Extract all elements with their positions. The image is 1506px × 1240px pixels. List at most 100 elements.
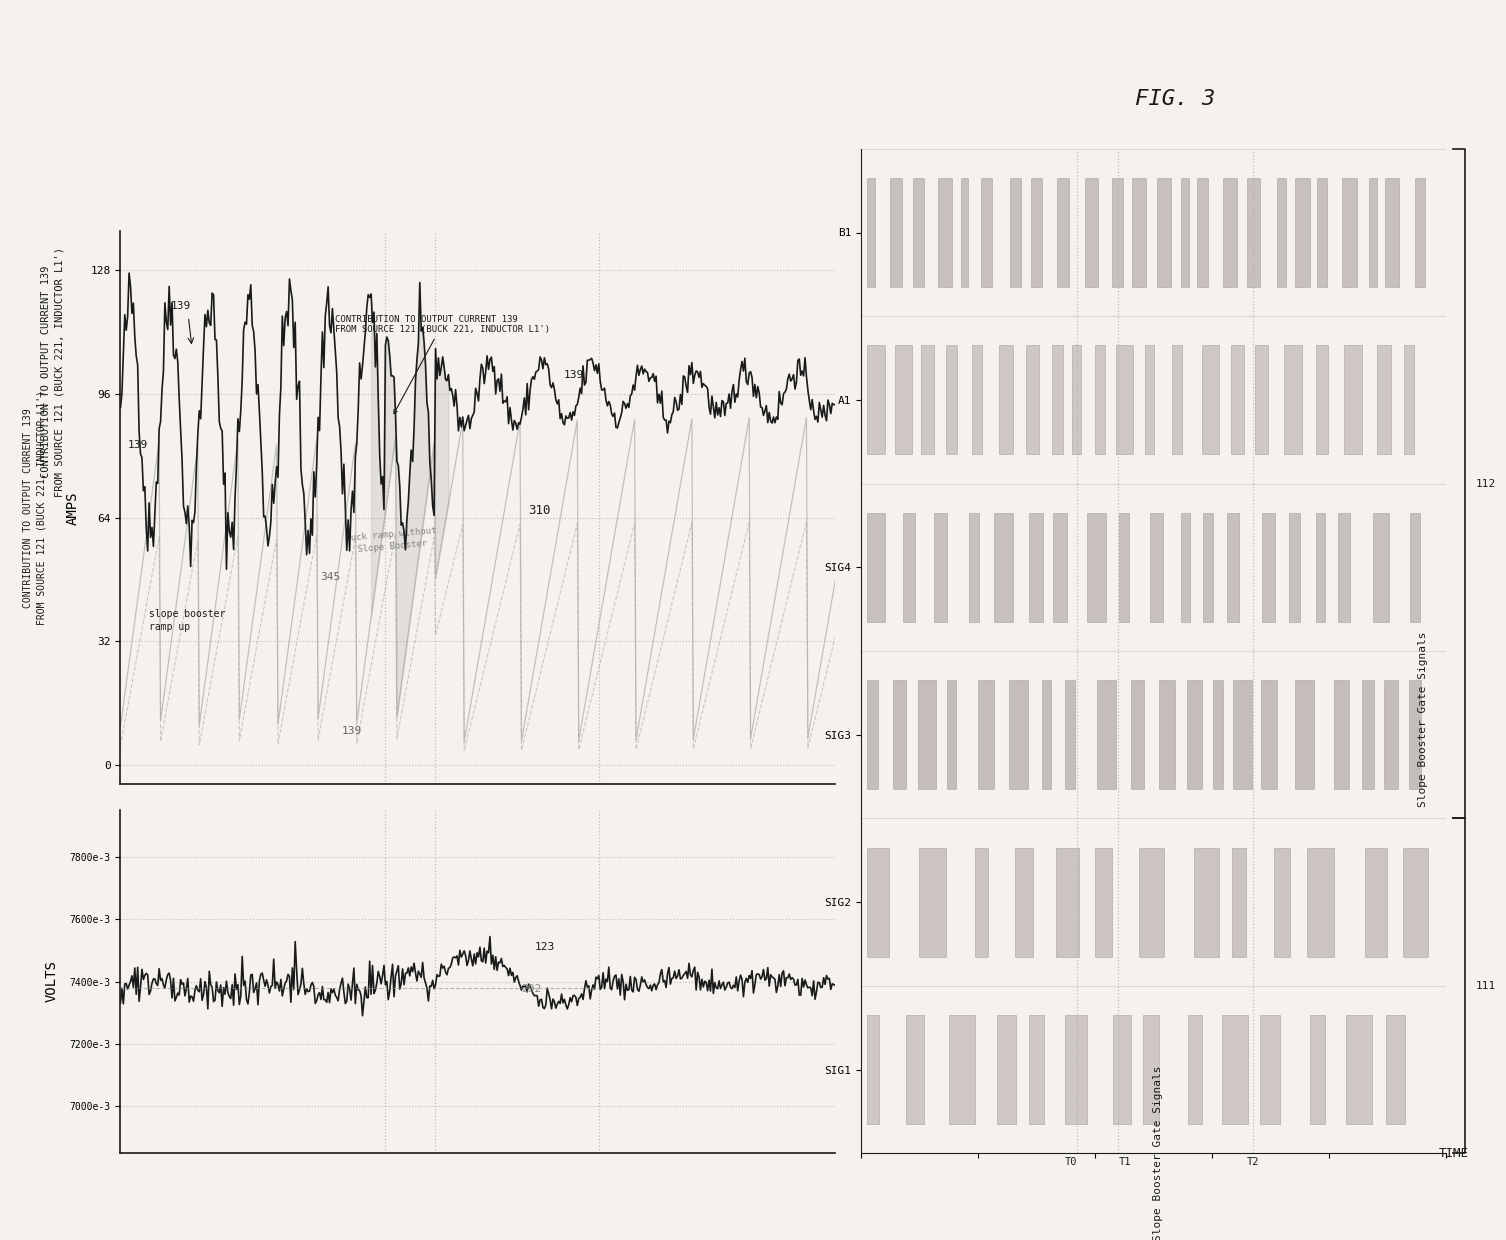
Text: 292: 292 — [521, 985, 541, 994]
Text: T2: T2 — [1247, 1157, 1259, 1167]
Bar — [1295, 681, 1315, 789]
Bar — [905, 1016, 923, 1123]
Bar — [1116, 346, 1133, 454]
Bar — [1261, 1016, 1280, 1123]
Bar — [1247, 179, 1261, 286]
Bar — [1316, 346, 1328, 454]
Text: CONTRIBUTION TO OUTPUT CURRENT 139
FROM SOURCE 121 (BUCK 221, INDUCTOR L1'): CONTRIBUTION TO OUTPUT CURRENT 139 FROM … — [334, 315, 550, 414]
Bar — [1410, 681, 1420, 789]
Y-axis label: VOLTS: VOLTS — [45, 961, 59, 1002]
Bar — [947, 681, 956, 789]
Bar — [1158, 681, 1175, 789]
Bar — [1145, 346, 1154, 454]
Bar — [1194, 848, 1218, 956]
Bar — [867, 513, 886, 621]
Bar — [1223, 1016, 1248, 1123]
Bar — [1233, 681, 1251, 789]
Bar — [1334, 681, 1349, 789]
Bar — [1346, 1016, 1372, 1123]
Bar — [1065, 681, 1075, 789]
Bar — [1307, 848, 1334, 956]
Bar — [1410, 513, 1420, 621]
Text: T1: T1 — [1119, 1157, 1131, 1167]
Bar — [1227, 513, 1239, 621]
Bar — [1095, 346, 1104, 454]
Text: 123: 123 — [535, 942, 556, 952]
Bar — [994, 513, 1014, 621]
Bar — [1029, 1016, 1044, 1123]
Bar — [1172, 346, 1182, 454]
Bar — [1366, 848, 1387, 956]
Bar — [1072, 346, 1081, 454]
Text: T0: T0 — [1065, 1157, 1077, 1167]
Bar — [867, 681, 878, 789]
Bar — [971, 346, 982, 454]
Bar — [934, 513, 947, 621]
Bar — [920, 848, 946, 956]
Text: 139: 139 — [342, 727, 363, 737]
Bar — [1414, 179, 1425, 286]
Bar — [1386, 1016, 1405, 1123]
Bar — [893, 681, 907, 789]
Bar — [1274, 848, 1289, 956]
Bar — [1262, 681, 1277, 789]
Bar — [1056, 848, 1078, 956]
Bar — [1402, 848, 1428, 956]
Bar — [1316, 513, 1325, 621]
Text: 139: 139 — [563, 371, 584, 381]
Bar — [867, 179, 875, 286]
Bar — [1318, 179, 1327, 286]
Bar — [919, 681, 937, 789]
Bar — [1188, 1016, 1202, 1123]
Bar — [1057, 179, 1069, 286]
Bar — [1369, 179, 1376, 286]
Bar — [1212, 681, 1223, 789]
Bar — [938, 179, 952, 286]
Bar — [1087, 513, 1105, 621]
Bar — [1295, 179, 1310, 286]
Bar — [904, 513, 914, 621]
Bar — [1223, 179, 1238, 286]
Bar — [1053, 346, 1063, 454]
Text: Buck ramp without
Slope Booster: Buck ramp without Slope Booster — [346, 527, 438, 554]
Bar — [1203, 513, 1212, 621]
Bar — [961, 179, 968, 286]
Text: 310: 310 — [527, 503, 550, 517]
Bar — [976, 848, 988, 956]
Bar — [1187, 681, 1202, 789]
Bar — [1254, 346, 1268, 454]
Text: 112: 112 — [1476, 479, 1495, 489]
Bar — [1345, 346, 1361, 454]
Bar — [1232, 848, 1245, 956]
Bar — [1285, 346, 1301, 454]
Bar — [1139, 848, 1164, 956]
Bar — [1181, 513, 1190, 621]
Bar — [1197, 179, 1208, 286]
Bar — [949, 1016, 976, 1123]
Text: slope booster
ramp up: slope booster ramp up — [149, 609, 226, 632]
Text: Slope Booster Gate Signals: Slope Booster Gate Signals — [1154, 1065, 1164, 1240]
Bar — [1289, 513, 1300, 621]
Bar — [1361, 681, 1373, 789]
Bar — [970, 513, 979, 621]
Bar — [867, 1016, 880, 1123]
Bar — [1131, 681, 1145, 789]
Text: 139: 139 — [170, 301, 191, 311]
Bar — [1095, 848, 1111, 956]
Bar — [1029, 513, 1044, 621]
Text: 111: 111 — [1476, 981, 1495, 991]
Bar — [1027, 346, 1039, 454]
Bar — [1086, 179, 1098, 286]
Bar — [1342, 179, 1357, 286]
Bar — [1376, 346, 1390, 454]
Bar — [1339, 513, 1349, 621]
Bar — [890, 179, 902, 286]
Text: Slope Booster Gate Signals: Slope Booster Gate Signals — [1419, 631, 1428, 807]
Bar — [1133, 179, 1146, 286]
Text: TIME: TIME — [1438, 1147, 1468, 1159]
Bar — [1384, 681, 1399, 789]
Bar — [1098, 681, 1116, 789]
Bar — [1113, 179, 1123, 286]
Text: CONTRIBUTION TO OUTPUT CURRENT 139
FROM SOURCE 121 (BUCK 221, INDUCTOR L1'): CONTRIBUTION TO OUTPUT CURRENT 139 FROM … — [41, 247, 65, 497]
Bar — [1065, 1016, 1087, 1123]
